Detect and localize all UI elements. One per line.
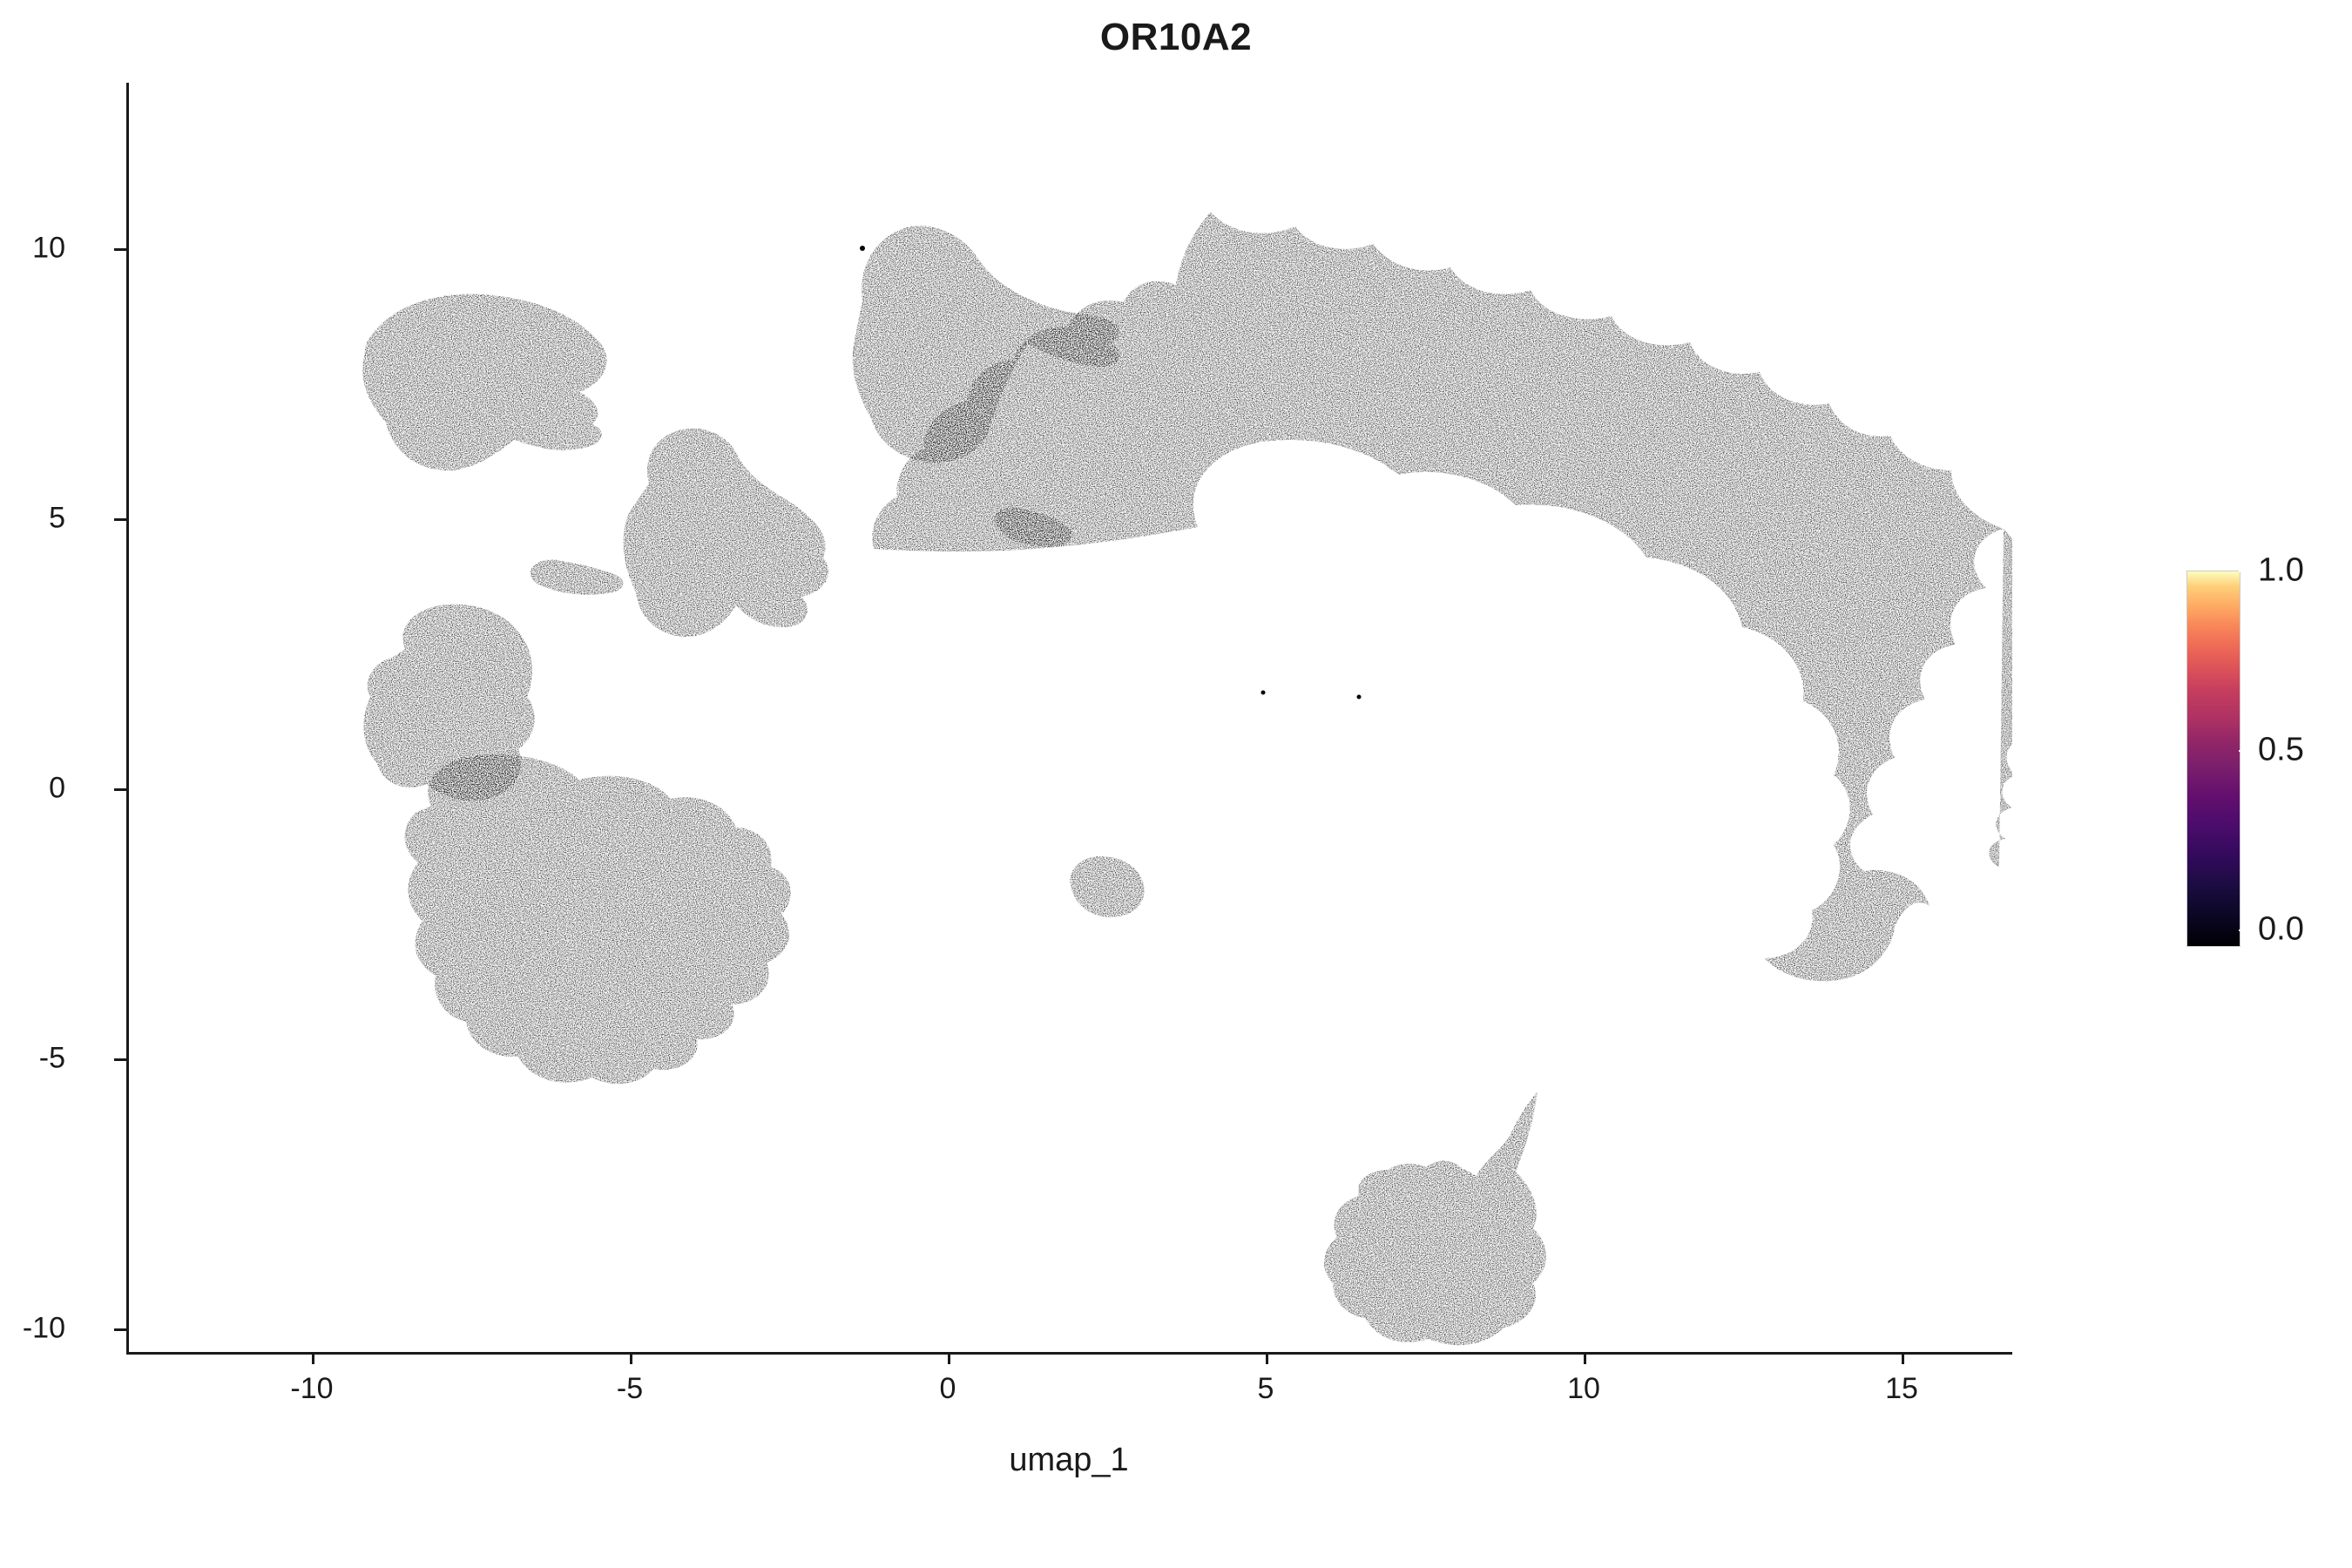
y-tick-label: -10 bbox=[13, 1312, 65, 1346]
colorbar-legend: 1.0 0.5 0.0 bbox=[2186, 571, 2239, 945]
cluster-top-left bbox=[362, 294, 606, 470]
y-tick-label: -5 bbox=[13, 1042, 65, 1076]
y-tick bbox=[114, 1058, 126, 1061]
cluster-mid-small2 bbox=[1070, 856, 1144, 917]
x-tick-label: 15 bbox=[1885, 1372, 1918, 1406]
cluster-bottom bbox=[1324, 1092, 1546, 1345]
colorbar-label: 1.0 bbox=[2258, 552, 2304, 590]
plot-area: -10 -5 0 5 10 15 10 5 0 -5 -10 umap_1 um… bbox=[126, 83, 2012, 1355]
colorbar-tick bbox=[2239, 929, 2251, 931]
colorbar-gradient bbox=[2186, 571, 2240, 947]
x-axis-title: umap_1 bbox=[1009, 1442, 1128, 1479]
x-tick-label: -5 bbox=[617, 1372, 643, 1406]
y-tick bbox=[114, 248, 126, 251]
y-tick bbox=[114, 788, 126, 791]
y-tick bbox=[114, 518, 126, 521]
cluster-upper-middle bbox=[624, 429, 828, 637]
cluster-tiny-speck2 bbox=[1261, 691, 1266, 695]
cluster-lower-left bbox=[405, 754, 791, 1084]
x-tick-label: 5 bbox=[1258, 1372, 1274, 1406]
x-tick-label: 0 bbox=[940, 1372, 956, 1406]
umap-feature-plot: OR10A2 -10 -5 0 5 10 15 10 5 0 -5 -10 um… bbox=[0, 0, 2352, 1568]
x-tick-label: 10 bbox=[1567, 1372, 1600, 1406]
chart-title: OR10A2 bbox=[0, 16, 2352, 59]
colorbar-tick bbox=[2239, 571, 2251, 572]
y-tick-label: 0 bbox=[13, 772, 65, 806]
cluster-sliver bbox=[531, 559, 623, 594]
cluster-tiny-speck bbox=[860, 246, 865, 251]
y-tick bbox=[114, 1328, 126, 1331]
colorbar-label: 0.0 bbox=[2258, 911, 2304, 949]
y-tick-label: 10 bbox=[13, 232, 65, 266]
colorbar-tick bbox=[2239, 750, 2251, 752]
colorbar-label: 0.5 bbox=[2258, 732, 2304, 769]
y-tick-label: 5 bbox=[13, 502, 65, 536]
scatter-svg bbox=[126, 83, 2012, 1355]
cluster-right-tail bbox=[1989, 529, 2012, 867]
cluster-tiny-speck3 bbox=[1357, 695, 1362, 700]
x-tick-label: -10 bbox=[290, 1372, 333, 1406]
